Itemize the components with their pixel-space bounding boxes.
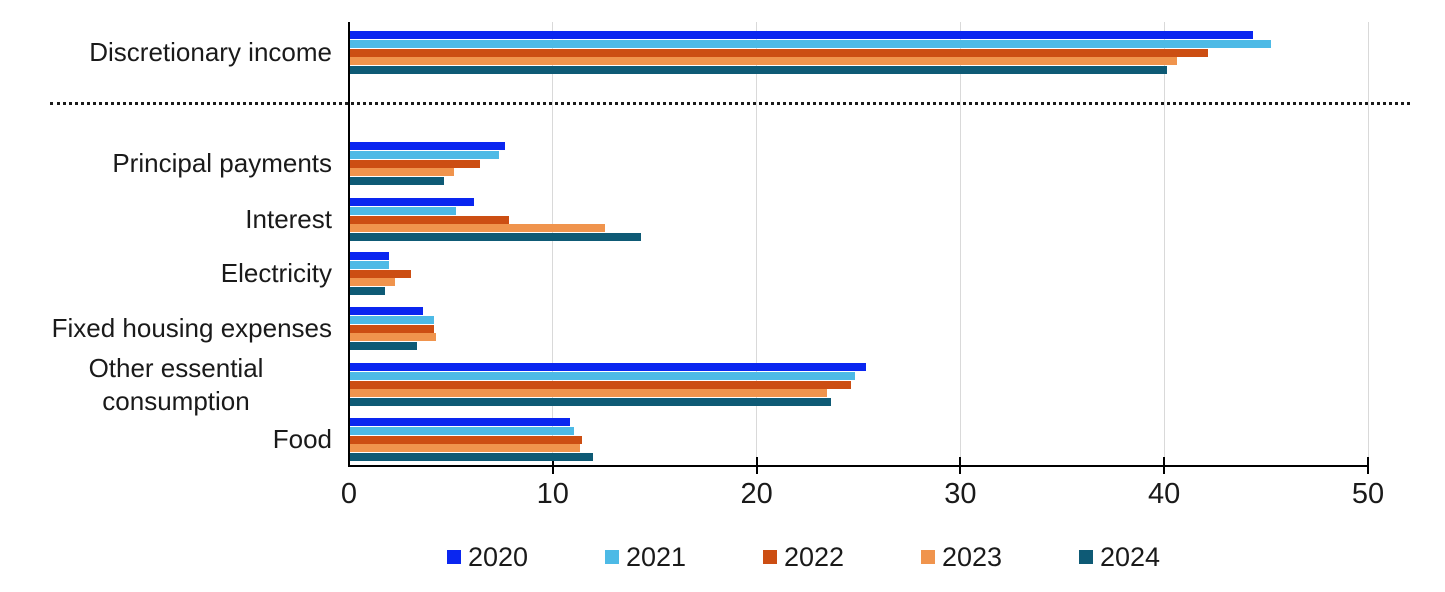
tick-mark-20 — [755, 457, 758, 474]
x-tick-label-20: 20 — [740, 478, 773, 510]
legend-item-2021: 2021 — [605, 543, 686, 571]
gridline-10 — [552, 22, 554, 466]
bar-2024-category-5 — [350, 398, 831, 406]
bar-2023-category-2 — [350, 224, 605, 233]
legend-item-2022: 2022 — [763, 543, 844, 571]
bar-2020-category-5 — [350, 363, 866, 371]
legend-item-2023: 2023 — [921, 543, 1002, 571]
legend-label-2023: 2023 — [942, 542, 1003, 572]
category-label-5: Other essential consumption — [88, 352, 264, 416]
tick-mark-30 — [959, 457, 962, 474]
legend-swatch-2020 — [447, 550, 461, 564]
bar-2021-category-3 — [350, 260, 389, 269]
bar-2023-category-4 — [350, 333, 436, 342]
bar-2022-category-5 — [350, 380, 852, 389]
bar-2023-category-3 — [350, 278, 395, 287]
bar-2024-category-6 — [350, 453, 593, 461]
x-tick-label-50: 50 — [1351, 478, 1385, 510]
gridline-30 — [959, 22, 961, 466]
bar-2024-category-2 — [350, 233, 642, 241]
bar-2024-category-3 — [350, 287, 385, 295]
legend-label-2021: 2021 — [626, 542, 687, 572]
bar-2020-category-2 — [350, 198, 475, 206]
tick-mark-50 — [1367, 457, 1369, 474]
bar-2020-category-0 — [350, 31, 1253, 39]
gridline-50 — [1367, 22, 1369, 466]
bar-2020-category-1 — [350, 142, 505, 150]
category-label-0: Discretionary income — [89, 37, 332, 67]
tick-mark-40 — [1163, 457, 1166, 474]
x-tick-label-0: 0 — [340, 478, 358, 510]
x-tick-label-30: 30 — [944, 478, 977, 510]
bar-2021-category-5 — [350, 371, 856, 380]
bar-2021-category-2 — [350, 206, 456, 215]
category-separator-dotted-line — [50, 102, 1410, 105]
x-tick-label-40: 40 — [1148, 478, 1181, 510]
bar-2021-category-1 — [350, 150, 499, 159]
legend-swatch-2022 — [763, 550, 777, 564]
legend-label-2022: 2022 — [784, 542, 845, 572]
bar-2021-category-0 — [350, 39, 1272, 48]
bar-2024-category-0 — [350, 66, 1168, 74]
bar-2022-category-6 — [350, 435, 583, 444]
bar-2022-category-0 — [350, 48, 1209, 57]
category-label-2: Interest — [245, 204, 332, 234]
legend-label-2024: 2024 — [1100, 542, 1161, 572]
category-label-6: Food — [272, 424, 332, 454]
tick-mark-10 — [551, 457, 554, 474]
bar-2022-category-2 — [350, 215, 509, 224]
category-label-4: Fixed housing expenses — [51, 313, 332, 343]
bar-2022-category-1 — [350, 159, 481, 168]
bar-2024-category-4 — [350, 342, 418, 350]
bar-2020-category-3 — [350, 252, 389, 260]
bar-2023-category-1 — [350, 168, 454, 177]
bar-2020-category-6 — [350, 418, 571, 426]
legend-swatch-2021 — [605, 550, 619, 564]
legend-item-2020: 2020 — [447, 543, 528, 571]
bar-2024-category-1 — [350, 177, 444, 185]
legend-item-2024: 2024 — [1079, 543, 1160, 571]
bar-2021-category-4 — [350, 315, 434, 324]
x-tick-label-10: 10 — [536, 478, 569, 510]
legend-label-2020: 2020 — [468, 542, 529, 572]
bar-2023-category-0 — [350, 57, 1178, 66]
legend: 2020 2021 2022 2023 2024 — [0, 539, 1445, 579]
legend-swatch-2024 — [1079, 550, 1093, 564]
bar-2021-category-6 — [350, 426, 575, 435]
category-label-1: Principal payments — [112, 148, 332, 178]
y-axis-line — [348, 22, 350, 467]
bar-2023-category-6 — [350, 444, 581, 453]
legend-swatch-2023 — [921, 550, 935, 564]
gridline-20 — [756, 22, 758, 466]
bar-2022-category-4 — [350, 324, 434, 333]
gridline-40 — [1163, 22, 1165, 466]
bar-2023-category-5 — [350, 389, 827, 398]
bar-2022-category-3 — [350, 269, 412, 278]
category-label-3: Electricity — [220, 258, 332, 288]
bar-2020-category-4 — [350, 307, 424, 315]
x-axis-line — [348, 465, 1369, 467]
